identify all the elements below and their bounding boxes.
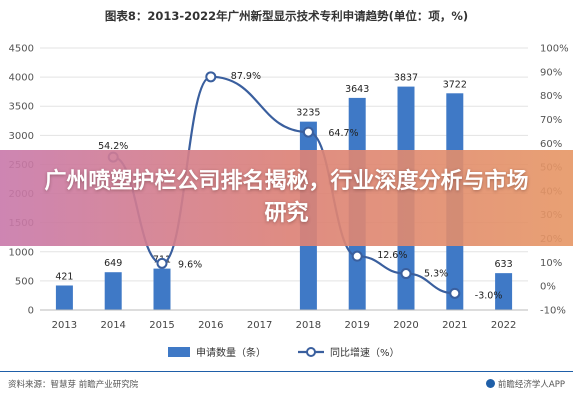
x-tick-label: 2018 <box>296 320 321 331</box>
growth-rate-marker <box>449 287 461 299</box>
x-tick-label: 2022 <box>491 320 516 331</box>
growth-rate-label: 54.2% <box>98 141 128 152</box>
growth-rate-marker <box>400 268 412 280</box>
source-note: 资料来源：智慧芽 前瞻产业研究院 <box>8 380 139 390</box>
y-left-tick-label: 500 <box>15 276 34 287</box>
x-tick-label: 2017 <box>247 320 272 331</box>
y-left-tick-label: 3500 <box>9 102 34 113</box>
growth-rate-label: 12.6% <box>377 250 407 261</box>
bar-value-label: 3643 <box>345 84 369 95</box>
growth-rate-label: 87.9% <box>231 71 261 82</box>
bar-value-label: 3235 <box>296 108 320 119</box>
x-tick-label: 2021 <box>442 320 467 331</box>
bar-value-label: 649 <box>104 258 122 269</box>
legend-line-label: 同比增速（%） <box>330 346 400 359</box>
bar-value-label: 3837 <box>394 73 418 84</box>
y-left-tick-label: 4000 <box>9 73 34 84</box>
growth-rate-marker <box>351 250 363 262</box>
y-left-tick-label: 3000 <box>9 131 34 142</box>
y-right-tick-label: 60% <box>540 139 562 150</box>
y-right-tick-label: 10% <box>540 258 562 269</box>
growth-rate-label: 64.7% <box>328 128 358 139</box>
bar-value-label: 421 <box>55 271 73 282</box>
growth-rate-label: 9.6% <box>178 259 202 270</box>
bar <box>55 285 73 310</box>
growth-rate-marker <box>156 257 168 269</box>
growth-rate-label: 5.3% <box>424 269 448 280</box>
y-right-tick-label: 0% <box>540 282 556 293</box>
x-tick-label: 2015 <box>149 320 174 331</box>
growth-rate-label: -3.0% <box>475 290 503 301</box>
bar <box>153 268 171 310</box>
y-right-tick-label: 70% <box>540 115 562 126</box>
y-right-tick-label: -10% <box>540 306 566 317</box>
legend-line-marker <box>306 347 316 357</box>
x-tick-label: 2014 <box>100 320 125 331</box>
headline-text: 广州喷塑护栏公司排名揭秘，行业深度分析与市场研究 <box>44 169 529 226</box>
y-right-tick-label: 90% <box>540 67 562 78</box>
bar <box>104 272 122 310</box>
footer-divider <box>0 371 573 372</box>
growth-rate-marker <box>302 126 314 138</box>
x-tick-label: 2013 <box>52 320 77 331</box>
x-tick-label: 2016 <box>198 320 223 331</box>
bar-value-label: 3722 <box>443 79 467 90</box>
bar <box>495 273 513 310</box>
legend-bar-swatch <box>168 347 190 357</box>
x-tick-label: 2020 <box>393 320 418 331</box>
growth-rate-marker <box>205 71 217 83</box>
publisher-name: 前瞻经济学人APP <box>497 380 565 390</box>
y-left-tick-label: 4500 <box>9 44 34 55</box>
y-right-tick-label: 80% <box>540 91 562 102</box>
y-left-tick-label: 1000 <box>9 247 34 258</box>
bar-value-label: 633 <box>495 259 513 270</box>
publisher-credit: 前瞻经济学人APP <box>485 378 565 390</box>
x-tick-label: 2019 <box>344 320 369 331</box>
legend-bar-label: 申请数量（条） <box>196 346 266 359</box>
publisher-logo-icon <box>485 379 495 388</box>
headline-banner: 广州喷塑护栏公司排名揭秘，行业深度分析与市场研究 <box>0 150 573 246</box>
y-left-tick-label: 0 <box>28 306 34 317</box>
chart-title: 图表8：2013-2022年广州新型显示技术专利申请趋势(单位：项，%) <box>104 9 469 23</box>
y-right-tick-label: 100% <box>540 44 569 55</box>
